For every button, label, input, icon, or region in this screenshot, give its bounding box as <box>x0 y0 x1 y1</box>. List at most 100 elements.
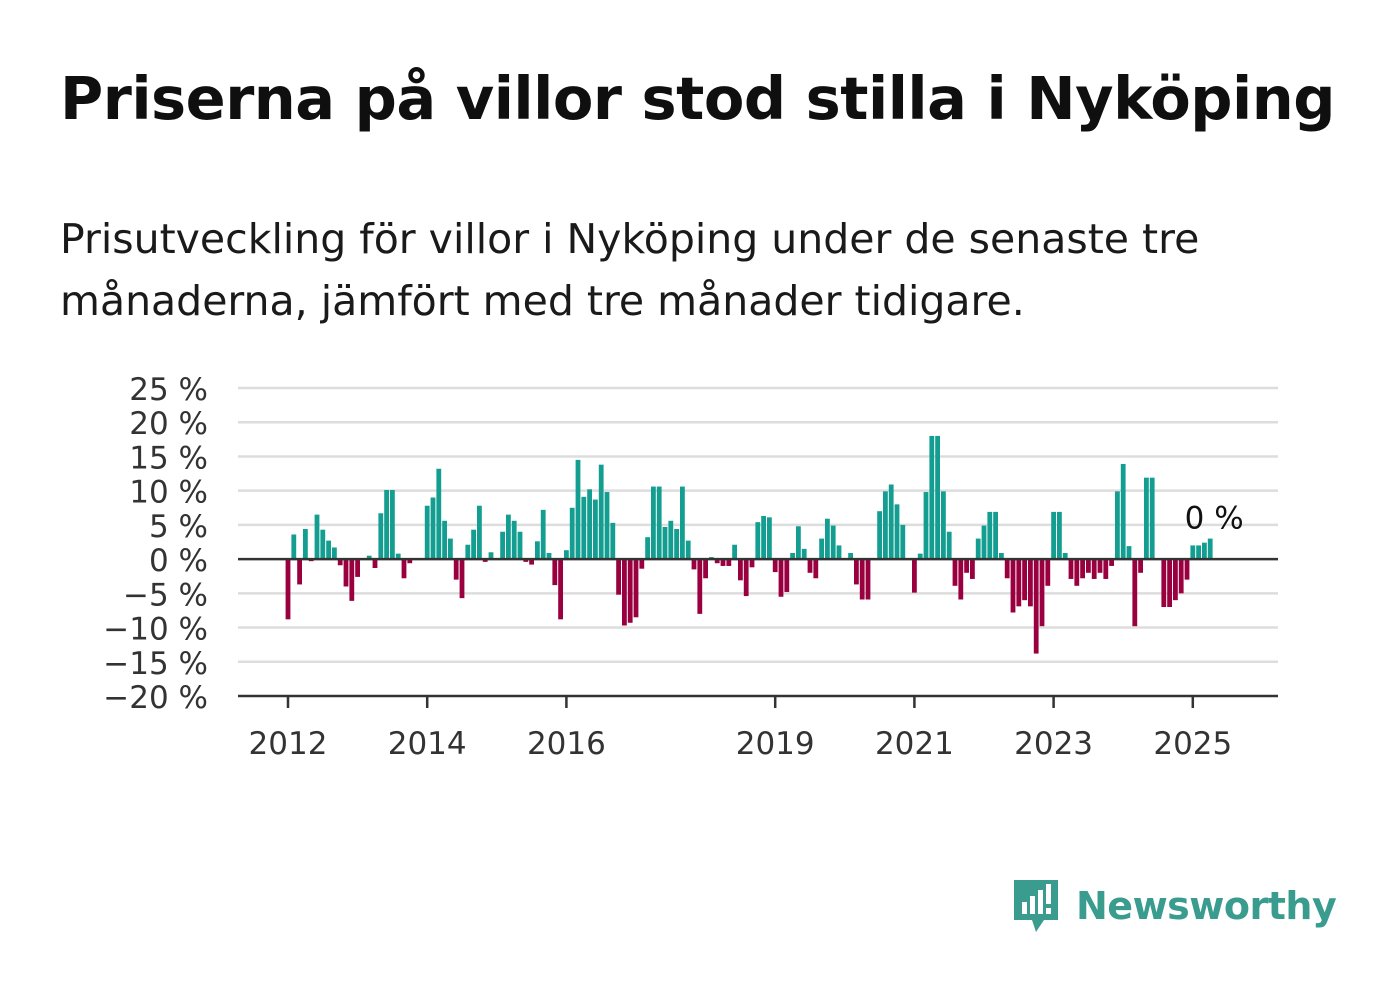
bar <box>517 531 523 560</box>
bar <box>952 559 958 586</box>
bar <box>801 548 807 560</box>
bar <box>772 559 778 573</box>
bar <box>291 534 297 560</box>
bar <box>1022 559 1027 601</box>
bar <box>836 545 842 560</box>
bar <box>349 559 355 601</box>
bar <box>830 525 836 560</box>
y-tick-label: −5 % <box>123 577 208 613</box>
x-tick-label: 2012 <box>249 726 328 762</box>
bar <box>395 553 401 560</box>
bar <box>1016 559 1022 607</box>
bar <box>1184 559 1190 580</box>
bar <box>917 553 923 560</box>
y-tick-label: 10 % <box>129 475 208 511</box>
bar <box>668 520 674 560</box>
bar <box>1051 511 1056 560</box>
y-tick-label: 15 % <box>129 440 208 476</box>
y-tick-label: 5 % <box>149 509 208 545</box>
y-tick-label: −15 % <box>103 646 208 682</box>
tick-labels: 25 %20 %15 %10 %5 %0 %−5 %−10 %−15 %−20 … <box>103 372 1243 762</box>
bar <box>1190 545 1196 560</box>
bar <box>558 559 563 620</box>
bar-chart-speech-bubble-icon <box>1014 880 1058 932</box>
bar <box>685 540 691 560</box>
bar <box>1010 559 1016 613</box>
bar <box>645 537 650 560</box>
bar <box>303 528 308 560</box>
bar <box>1080 559 1085 579</box>
bar <box>888 484 894 560</box>
bar <box>1057 511 1062 560</box>
bar <box>1004 559 1010 579</box>
bar <box>372 559 378 569</box>
bar <box>587 489 592 560</box>
bar <box>1109 559 1114 566</box>
bar <box>1086 559 1091 573</box>
y-tick-label: 20 % <box>129 406 208 442</box>
y-tick-label: −20 % <box>103 680 208 716</box>
bar <box>384 489 389 560</box>
bar <box>1144 477 1149 560</box>
bar <box>662 526 668 560</box>
bar <box>883 491 888 560</box>
bar <box>680 486 685 560</box>
bar <box>761 515 766 560</box>
bar <box>726 559 732 566</box>
bar <box>540 509 546 560</box>
bar <box>935 435 940 560</box>
bar <box>488 552 494 560</box>
axes <box>238 557 1278 708</box>
bar <box>633 559 639 618</box>
bar <box>326 540 331 560</box>
bar <box>865 559 871 600</box>
bar <box>424 505 430 560</box>
bar <box>807 559 813 573</box>
bar <box>784 559 790 592</box>
bar <box>1132 559 1138 627</box>
bar <box>946 531 952 560</box>
bar <box>627 559 633 623</box>
bar <box>790 552 795 560</box>
bar <box>720 559 726 566</box>
bar <box>390 489 395 560</box>
bar <box>332 547 337 560</box>
bar <box>697 559 703 614</box>
bar <box>900 524 906 560</box>
y-tick-label: 25 % <box>129 372 208 408</box>
bar-series <box>285 435 1213 654</box>
bar <box>941 491 946 560</box>
bar <box>511 520 517 560</box>
bar <box>958 559 964 600</box>
y-tick-label: 0 % <box>149 543 208 579</box>
bar <box>297 559 302 585</box>
bar <box>523 559 529 562</box>
bar <box>691 559 697 570</box>
bar <box>314 514 320 560</box>
bar <box>552 559 558 586</box>
bar <box>535 541 540 560</box>
last-value-annotation: 0 % <box>1185 501 1244 537</box>
bar <box>482 559 488 562</box>
bar <box>1138 559 1143 573</box>
bar <box>1207 538 1213 560</box>
bar <box>639 559 645 569</box>
bar <box>285 559 291 620</box>
bar <box>1068 559 1074 579</box>
bar <box>767 517 772 560</box>
bar <box>825 518 830 560</box>
bar <box>622 559 627 626</box>
bar <box>1103 559 1109 579</box>
bar <box>598 464 604 560</box>
bar <box>1120 463 1126 560</box>
x-tick-label: 2023 <box>1014 726 1093 762</box>
x-tick-label: 2016 <box>527 726 606 762</box>
bar <box>993 511 998 560</box>
bar <box>337 559 343 566</box>
bar <box>981 525 987 560</box>
bar <box>813 559 819 579</box>
bar <box>749 559 755 568</box>
brand-name: Newsworthy <box>1076 884 1337 928</box>
bar <box>656 486 662 560</box>
bar <box>471 529 476 560</box>
